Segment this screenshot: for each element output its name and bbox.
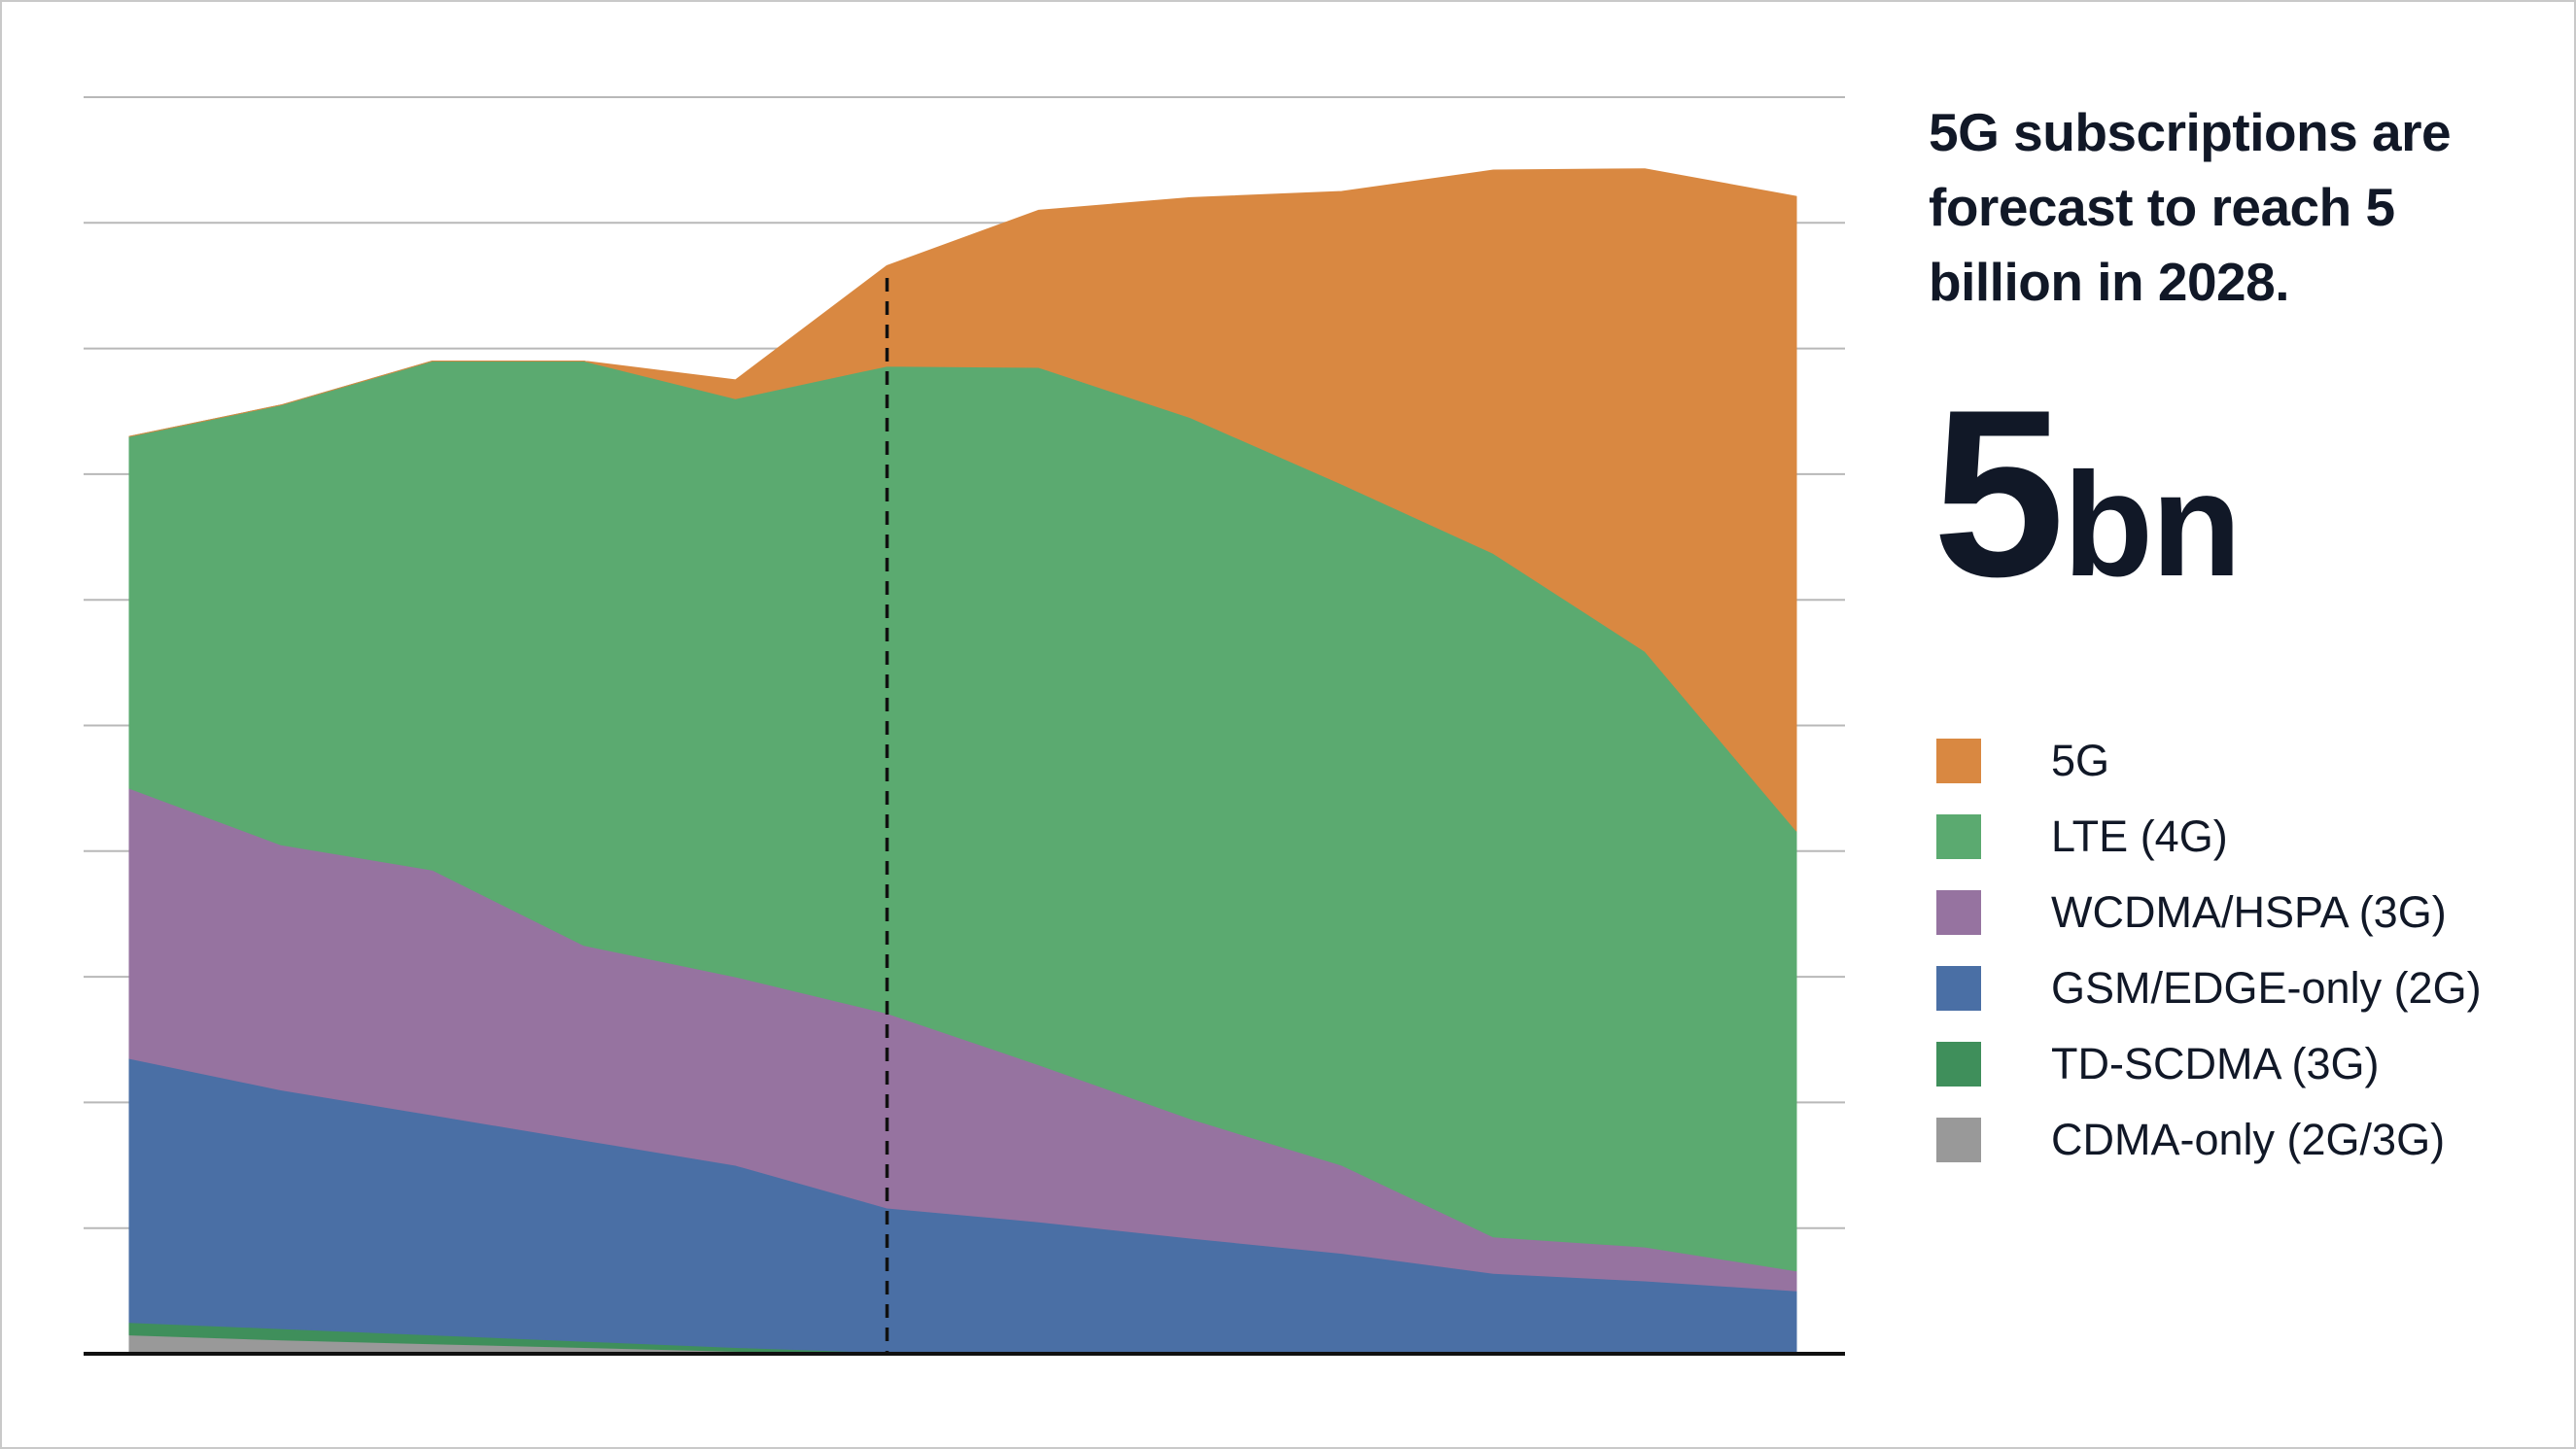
legend-item-td-scdma: TD-SCDMA (3G) [1936, 1026, 2559, 1102]
headline: 5G subscriptions are forecast to reach 5… [1929, 102, 2452, 312]
area-5g [128, 168, 1797, 832]
legend-swatch [1936, 1118, 1981, 1162]
legend-label: LTE (4G) [2051, 811, 2228, 861]
legend: 5G LTE (4G) WCDMA/HSPA (3G) GSM/EDGE-onl… [1936, 723, 2559, 1178]
legend-label: TD-SCDMA (3G) [2051, 1039, 2380, 1088]
legend-label: 5G [2051, 736, 2110, 785]
legend-label: CDMA-only (2G/3G) [2051, 1115, 2446, 1164]
legend-swatch [1936, 890, 1981, 935]
legend-swatch [1936, 739, 1981, 783]
legend-item-wcdma: WCDMA/HSPA (3G) [1936, 875, 2559, 950]
legend-swatch [1936, 1042, 1981, 1087]
area-series [128, 168, 1797, 1355]
big-number-value: 5 [1932, 360, 2065, 626]
legend-item-gsm: GSM/EDGE-only (2G) [1936, 950, 2559, 1026]
legend-item-lte: LTE (4G) [1936, 799, 2559, 875]
chart-overlay [84, 278, 1845, 1356]
legend-swatch [1936, 814, 1981, 859]
big-number: 5 bn [1932, 360, 2242, 626]
legend-swatch [1936, 966, 1981, 1011]
big-number-unit: bn [2063, 442, 2242, 607]
legend-label: GSM/EDGE-only (2G) [2051, 963, 2482, 1013]
legend-label: WCDMA/HSPA (3G) [2051, 887, 2447, 937]
legend-item-cdma: CDMA-only (2G/3G) [1936, 1102, 2559, 1178]
legend-item-5g: 5G [1936, 723, 2559, 799]
